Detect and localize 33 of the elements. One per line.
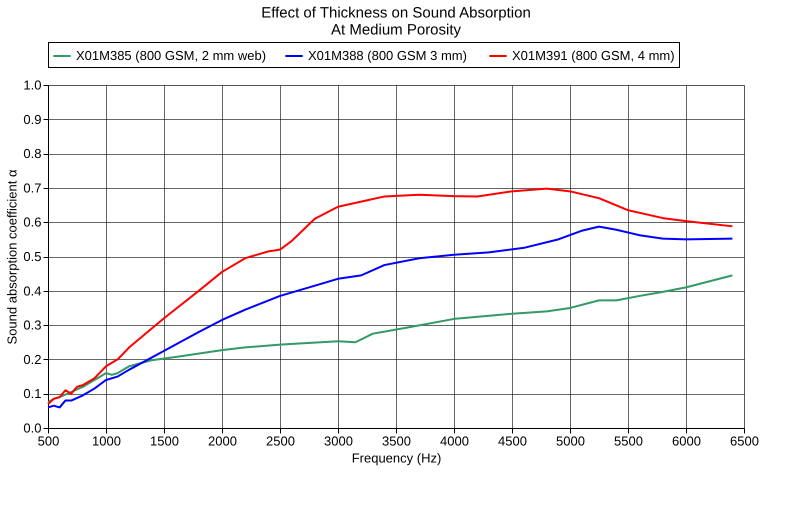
x-tick-label: 4000 [440, 434, 469, 448]
x-tick-label: 6000 [672, 434, 701, 448]
y-tick-label: 0.1 [23, 386, 42, 402]
x-tick-label: 2500 [266, 434, 295, 448]
y-tick-label: 1.0 [23, 78, 42, 92]
x-tick-label: 5000 [556, 434, 585, 448]
y-tick-label: 0.0 [23, 420, 42, 436]
line-series [47, 188, 734, 405]
x-tick-label: 4500 [498, 434, 527, 448]
y-tick-label: 0.6 [23, 214, 42, 230]
y-tick-label: 0.8 [23, 146, 42, 162]
x-tick-label: 3000 [324, 434, 353, 448]
x-tick-label: 1000 [92, 434, 121, 448]
x-tick-label: 500 [38, 434, 60, 448]
y-tick-label: 0.7 [23, 180, 42, 196]
x-tick-label: 2000 [208, 434, 237, 448]
y-tick-label: 0.9 [23, 112, 42, 127]
y-tick-label: 0.2 [23, 352, 42, 367]
chart-title: Effect of Thickness on Sound Absorption At Medium Porosity [261, 4, 531, 38]
x-tick-label: 1500 [150, 434, 179, 448]
x-tick-label: 5500 [614, 434, 643, 448]
line-series [47, 274, 734, 404]
legend-label: X01M385 (800 GSM, 2 mm web) [76, 48, 266, 63]
line-series [47, 226, 734, 408]
y-tick-label: 0.4 [23, 283, 42, 298]
legend-label: X01M388 (800 GSM 3 mm) [308, 48, 467, 63]
y-tick-label: 0.5 [23, 249, 42, 264]
x-axis-title: Frequency (Hz) [352, 450, 442, 466]
y-tick-label: 0.3 [23, 318, 42, 333]
y-axis-title: Sound absorption coefficient α [4, 169, 20, 344]
x-tick-label: 3500 [382, 434, 411, 448]
x-tick-label: 6500 [730, 434, 759, 448]
legend-label: X01M391 (800 GSM, 4 mm) [512, 48, 675, 63]
